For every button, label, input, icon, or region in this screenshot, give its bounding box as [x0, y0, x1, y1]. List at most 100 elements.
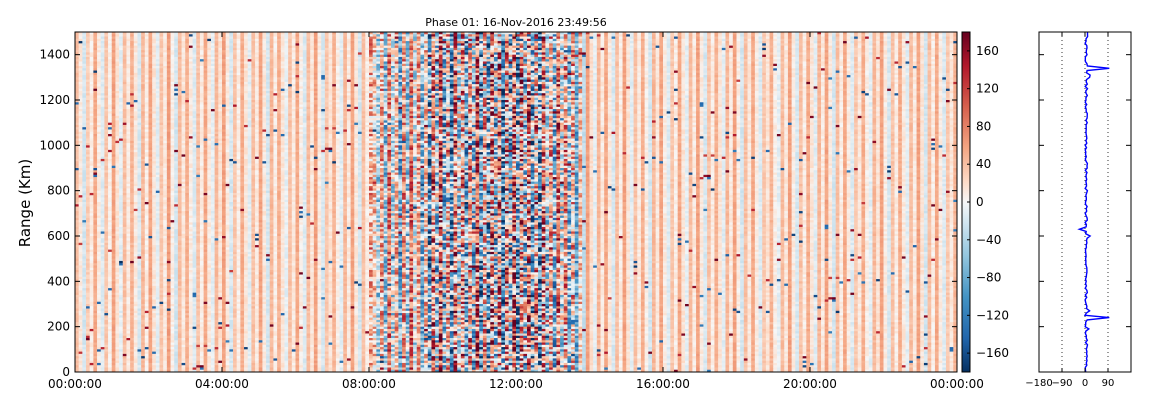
heatmap-cell — [100, 213, 105, 216]
heatmap-cell — [170, 188, 175, 192]
heatmap-cell — [111, 41, 116, 44]
heatmap-cell — [188, 181, 194, 185]
heatmap-cell — [159, 179, 164, 182]
heatmap-cell — [148, 109, 153, 112]
heatmap-cell — [78, 276, 83, 280]
heatmap-cell — [152, 351, 157, 355]
heatmap-cell — [115, 47, 120, 51]
heatmap-cell — [108, 152, 113, 155]
heatmap-cell — [130, 308, 135, 312]
heatmap-cell — [111, 294, 116, 298]
heatmap-cell — [122, 367, 127, 371]
heatmap-cell — [163, 301, 168, 305]
heatmap-cell — [97, 32, 102, 35]
heatmap-cell — [97, 351, 102, 355]
heatmap-cell — [148, 369, 153, 373]
heatmap-cell — [108, 165, 113, 169]
heatmap-cell — [122, 199, 127, 203]
heatmap-cell — [166, 100, 171, 103]
heatmap-cell — [192, 177, 197, 180]
heatmap-cell — [89, 93, 94, 96]
heatmap-cell — [174, 347, 179, 350]
heatmap-cell — [177, 168, 182, 171]
heatmap-cell — [100, 127, 105, 130]
heatmap-cell — [115, 217, 120, 221]
heatmap-cell — [104, 344, 109, 348]
heatmap-cell — [141, 356, 146, 359]
heatmap-cell — [155, 36, 160, 40]
heatmap-cell — [166, 211, 171, 214]
heatmap-cell — [144, 245, 149, 248]
heatmap-cell — [108, 75, 113, 78]
heatmap-cell — [137, 283, 142, 287]
heatmap-cell — [133, 109, 138, 112]
heatmap-cell — [119, 149, 124, 153]
heatmap-cell — [148, 231, 153, 235]
heatmap-cell — [181, 317, 186, 321]
heatmap-cell — [177, 131, 182, 135]
heatmap-cell — [119, 161, 124, 164]
heatmap-cell — [177, 229, 182, 232]
heatmap-cell — [119, 290, 124, 294]
heatmap-cell — [119, 154, 124, 158]
heatmap-cell — [163, 202, 168, 205]
heatmap-cell — [159, 93, 164, 96]
heatmap-cell — [163, 356, 168, 359]
heatmap-cell — [122, 97, 127, 101]
heatmap-cell — [144, 109, 149, 112]
heatmap-cell — [126, 90, 131, 94]
heatmap-cell — [141, 242, 146, 246]
heatmap-cell — [122, 68, 127, 71]
heatmap-cell — [93, 115, 98, 119]
heatmap-cell — [115, 179, 120, 182]
heatmap-cell — [126, 75, 131, 78]
heatmap-cell — [126, 86, 131, 90]
heatmap-cell — [115, 344, 120, 348]
heatmap-cell — [181, 267, 186, 271]
heatmap-cell — [141, 136, 146, 139]
heatmap-cell — [75, 319, 80, 323]
heatmap-cell — [170, 283, 175, 287]
heatmap-cell — [163, 118, 168, 121]
heatmap-cell — [177, 68, 182, 71]
heatmap-cell — [170, 72, 175, 76]
heatmap-cell — [170, 161, 175, 164]
heatmap-cell — [93, 197, 98, 201]
heatmap-cell — [148, 156, 153, 160]
heatmap-cell — [144, 134, 149, 137]
heatmap-cell — [122, 181, 127, 185]
heatmap-cell — [137, 340, 142, 343]
heatmap-cell — [181, 70, 186, 74]
heatmap-cell — [119, 134, 124, 137]
heatmap-cell — [177, 285, 182, 289]
heatmap-cell — [188, 331, 194, 334]
heatmap-cell — [133, 86, 138, 90]
heatmap-cell — [97, 188, 102, 192]
heatmap-cell — [111, 272, 116, 275]
heatmap-cell — [163, 258, 168, 262]
heatmap-cell — [188, 81, 194, 85]
heatmap-cell — [177, 301, 182, 305]
heatmap-cell — [97, 367, 102, 371]
heatmap-cell — [75, 115, 80, 119]
heatmap-cell — [174, 168, 179, 171]
heatmap-cell — [155, 222, 160, 226]
heatmap-cell — [93, 45, 98, 49]
heatmap-cell — [82, 88, 87, 92]
heatmap-cell — [108, 263, 113, 266]
heatmap-cell — [97, 256, 102, 260]
heatmap-cell — [126, 95, 131, 99]
heatmap-cell — [100, 260, 105, 264]
heatmap-cell — [97, 75, 102, 78]
heatmap-cell — [185, 140, 190, 144]
heatmap-cell — [97, 338, 102, 341]
heatmap-cell — [181, 183, 186, 187]
heatmap-cell — [159, 292, 164, 296]
heatmap-cell — [177, 61, 182, 65]
heatmap-cell — [89, 285, 94, 289]
heatmap-cell — [144, 140, 149, 144]
heatmap-cell — [75, 324, 80, 328]
heatmap-cell — [192, 181, 197, 185]
heatmap-cell — [119, 276, 124, 280]
heatmap-cell — [148, 192, 153, 196]
